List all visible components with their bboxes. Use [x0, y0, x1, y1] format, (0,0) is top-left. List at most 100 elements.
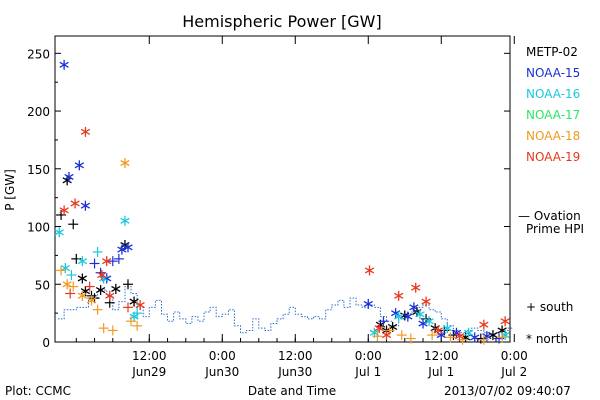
- point-north: [500, 316, 510, 327]
- marker-stroke: [70, 200, 80, 207]
- point-north: [394, 311, 404, 322]
- point-north: [77, 256, 88, 267]
- point-south: [132, 308, 143, 319]
- point-south: [497, 332, 508, 343]
- point-north: [54, 227, 64, 238]
- point-north: [454, 331, 465, 342]
- point-north: [111, 283, 121, 294]
- point-south: [132, 320, 143, 331]
- legend-item: NOAA-15: [526, 66, 580, 80]
- marker-legend-south: + south: [526, 300, 573, 314]
- point-south: [66, 270, 77, 281]
- marker-stroke: [403, 313, 413, 320]
- legend-item: METP-02: [526, 45, 578, 59]
- marker-stroke: [418, 320, 428, 327]
- marker-stroke: [442, 325, 453, 332]
- plot-area: [54, 35, 511, 343]
- point-north: [117, 244, 127, 255]
- point-south: [92, 246, 103, 257]
- point-south: [113, 253, 124, 264]
- point-south: [122, 279, 133, 290]
- point-south: [396, 330, 407, 341]
- marker-stroke: [60, 265, 70, 272]
- point-north: [80, 200, 91, 211]
- marker-stroke: [62, 177, 72, 184]
- legend-item: NOAA-16: [526, 87, 580, 101]
- point-north: [62, 279, 72, 290]
- data-points: [54, 59, 510, 345]
- point-north: [421, 296, 431, 307]
- marker-stroke: [488, 332, 498, 339]
- point-north: [479, 319, 489, 330]
- marker-stroke: [415, 311, 425, 318]
- point-north: [123, 242, 133, 253]
- point-north: [418, 318, 428, 329]
- marker-stroke: [59, 61, 69, 68]
- y-tick-label: 250: [27, 47, 50, 61]
- point-south: [122, 302, 133, 313]
- marker-stroke: [95, 286, 106, 294]
- point-north: [59, 205, 69, 216]
- point-north: [381, 330, 392, 341]
- point-north: [120, 215, 130, 226]
- marker-stroke: [390, 310, 401, 317]
- point-north: [409, 302, 419, 313]
- marker-stroke: [454, 333, 465, 340]
- marker-stroke: [80, 202, 91, 209]
- point-north: [411, 282, 421, 293]
- y-axis-label: P [GW]: [3, 169, 17, 211]
- timestamp: 2013/07/02 09:40:07: [444, 384, 571, 398]
- point-south: [405, 333, 416, 344]
- point-south: [427, 330, 438, 341]
- point-north: [62, 175, 72, 186]
- point-north: [64, 171, 74, 182]
- marker-stroke: [102, 258, 112, 265]
- point-south: [107, 256, 118, 267]
- point-north: [99, 273, 109, 284]
- marker-stroke: [105, 292, 115, 299]
- point-south: [378, 316, 389, 327]
- marker-legend-north: * north: [526, 332, 568, 346]
- point-north: [364, 265, 375, 276]
- y-tick-label: 200: [27, 105, 50, 119]
- point-north: [433, 325, 443, 336]
- x-axis: 12:00 Jun29 0:00 Jun30 12:00 Jun30 0:00 Jul 1 12…: [75, 36, 528, 379]
- point-south: [92, 304, 103, 315]
- marker-stroke: [374, 325, 384, 332]
- point-north: [60, 263, 70, 274]
- point-north: [102, 256, 112, 267]
- marker-stroke: [463, 329, 474, 336]
- x-tick-label-time: 12:00: [278, 349, 313, 363]
- x-tick-label-time: 0:00: [355, 349, 382, 363]
- y-tick-label: 50: [35, 278, 50, 292]
- marker-stroke: [77, 258, 88, 265]
- marker-stroke: [363, 300, 373, 307]
- point-south: [68, 219, 79, 230]
- point-north: [363, 298, 373, 309]
- legend-item: NOAA-17: [526, 108, 580, 122]
- y-tick-label: 0: [42, 336, 50, 350]
- point-north: [470, 332, 480, 343]
- legend-item: NOAA-19: [526, 150, 580, 164]
- point-north: [120, 158, 130, 169]
- point-south: [56, 265, 67, 276]
- y-tick-label: 100: [27, 221, 50, 235]
- marker-stroke: [451, 329, 462, 336]
- point-north: [97, 270, 107, 281]
- marker-stroke: [369, 329, 380, 336]
- point-south: [107, 325, 118, 336]
- point-north: [394, 290, 404, 301]
- marker-stroke: [411, 284, 421, 291]
- point-north: [86, 295, 97, 306]
- ovation-legend-line1: — Ovation: [518, 209, 581, 223]
- x-tick-label-date: Jul 1: [427, 365, 454, 379]
- marker-stroke: [64, 173, 74, 180]
- legend-item: NOAA-18: [526, 129, 580, 143]
- point-north: [488, 330, 498, 341]
- marker-stroke: [77, 275, 88, 282]
- marker-stroke: [470, 334, 480, 341]
- marker-stroke: [394, 292, 404, 299]
- point-north: [59, 59, 69, 70]
- marker-stroke: [500, 318, 510, 325]
